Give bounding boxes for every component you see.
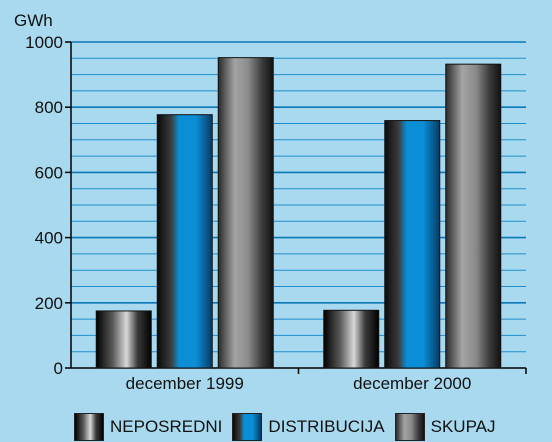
x-tick-label: december 1999 — [126, 374, 244, 393]
bar-skupaj — [445, 63, 502, 369]
bar-neposredni — [95, 310, 152, 369]
legend-item-skupaj: SKUPAJ — [394, 413, 496, 441]
x-tick-label: december 2000 — [353, 374, 471, 393]
legend-label-distribucija: DISTRIBUCIJA — [268, 417, 385, 436]
legend-swatch-distribucija — [232, 413, 263, 441]
legend: NEPOSREDNI DISTRIBUCIJA SKUPAJ — [74, 412, 505, 442]
legend-swatch-neposredni — [74, 413, 104, 441]
y-tick-label: 0 — [54, 359, 63, 378]
legend-label-skupaj: SKUPAJ — [430, 417, 496, 436]
y-tick-label: 400 — [35, 229, 63, 248]
y-tick-label: 1000 — [25, 33, 63, 52]
y-tick-label: 600 — [35, 163, 63, 182]
legend-swatch-skupaj — [394, 413, 425, 441]
y-tick-label: 800 — [35, 98, 63, 117]
bar-chart: 0 200 400 600 800 1000 GWh december 1999 decembe… — [14, 11, 527, 393]
y-tick-label: 200 — [35, 294, 63, 313]
bar-distribucija — [384, 120, 441, 369]
y-axis-label: GWh — [14, 11, 53, 30]
legend-item-neposredni: NEPOSREDNI — [74, 413, 222, 441]
legend-item-distribucija: DISTRIBUCIJA — [232, 413, 385, 441]
bar-neposredni — [323, 309, 380, 369]
bar-distribucija — [156, 114, 213, 369]
bar-skupaj — [217, 57, 274, 369]
legend-label-neposredni: NEPOSREDNI — [110, 417, 223, 436]
